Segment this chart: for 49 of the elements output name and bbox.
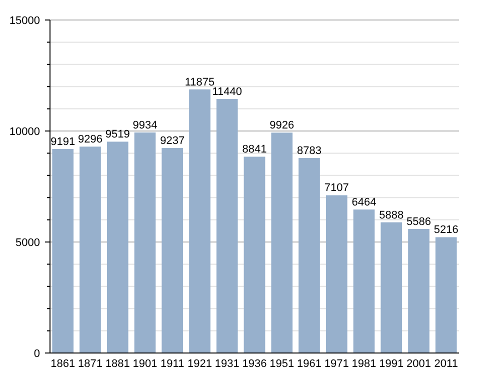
y-tick-label: 5000: [16, 236, 40, 249]
bar: [134, 132, 156, 353]
data-label: 11875: [184, 76, 215, 88]
y-tick-label: 0: [34, 348, 40, 360]
x-tick-label: 1971: [324, 358, 349, 370]
data-label: 5586: [406, 216, 431, 228]
bar: [271, 132, 293, 353]
x-tick-label: 2011: [434, 358, 458, 370]
data-label: 9934: [132, 119, 158, 132]
data-label: 8783: [297, 145, 322, 158]
x-tick-label: 1991: [379, 358, 404, 370]
x-tick-label: 1911: [160, 358, 184, 370]
bar: [216, 99, 238, 353]
x-tick-label: 1981: [352, 358, 376, 370]
bar: [353, 210, 375, 353]
x-tick-label: 1901: [132, 358, 158, 370]
x-tick-label: 1881: [105, 358, 130, 370]
data-label: 9519: [105, 128, 130, 141]
y-tick-label: 10000: [9, 126, 40, 138]
bar: [106, 142, 128, 353]
x-tick-label: 1936: [242, 358, 267, 370]
x-tick-label: 1931: [214, 358, 240, 370]
data-label: 8841: [242, 144, 267, 156]
bar: [326, 195, 348, 353]
x-tick-label: 1951: [270, 358, 294, 370]
bar: [244, 156, 266, 353]
bar: [380, 222, 402, 353]
bar: [52, 148, 74, 353]
data-label: 6464: [352, 196, 376, 208]
data-label: 9191: [50, 136, 76, 148]
data-label: 11440: [212, 86, 242, 98]
bar: [435, 237, 457, 353]
data-label: 9926: [270, 120, 294, 132]
data-label: 7107: [324, 182, 349, 194]
x-tick-label: 1961: [297, 358, 322, 370]
data-label: 9296: [78, 134, 102, 146]
x-tick-label: 2001: [406, 358, 431, 370]
data-label: 9237: [160, 134, 185, 147]
x-tick-label: 1861: [50, 358, 76, 370]
bar: [189, 89, 210, 353]
bar: [162, 148, 184, 353]
x-tick-label: 1871: [78, 358, 102, 370]
x-tick-label: 1921: [188, 358, 212, 370]
data-label: 5216: [434, 224, 458, 236]
data-label: 5888: [379, 209, 404, 222]
bar: [298, 158, 320, 353]
bar: [408, 228, 430, 353]
bar: [80, 146, 101, 353]
y-tick-label: 15000: [9, 14, 40, 27]
